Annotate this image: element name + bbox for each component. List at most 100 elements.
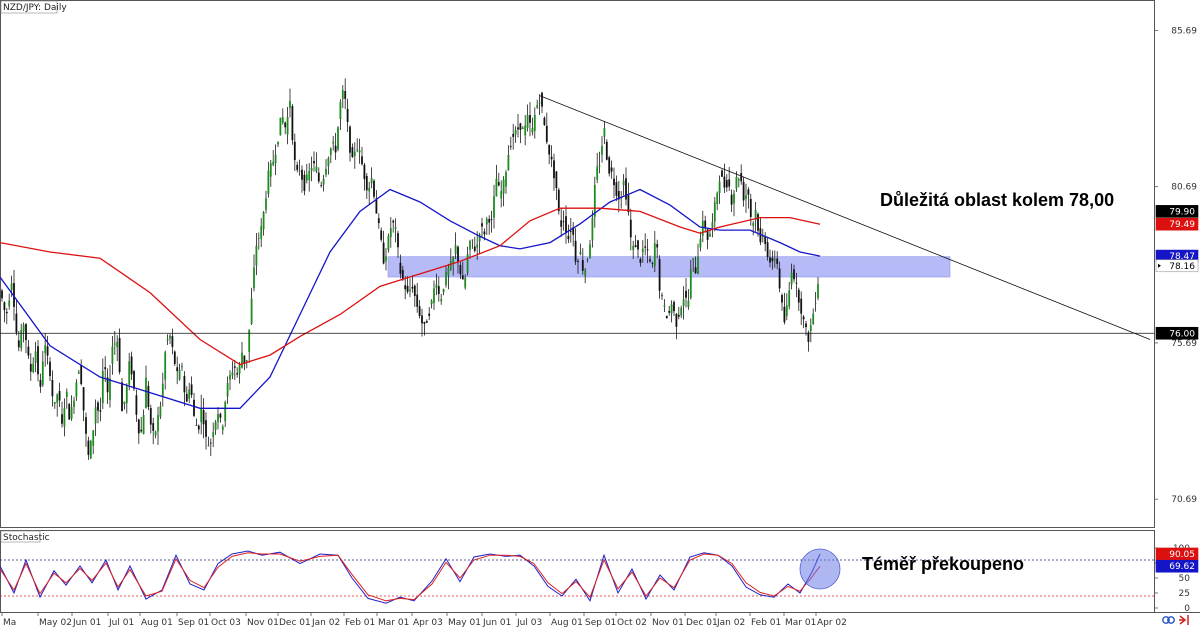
candle — [608, 155, 611, 177]
candle — [291, 104, 294, 145]
candle — [545, 112, 548, 145]
candle — [140, 417, 143, 433]
candle — [145, 365, 147, 409]
candle — [358, 138, 361, 164]
candle — [320, 181, 323, 188]
candle — [560, 207, 563, 237]
candle — [781, 293, 783, 311]
candle — [617, 181, 620, 213]
candle — [92, 429, 95, 455]
candle — [538, 94, 541, 115]
candle — [776, 251, 779, 270]
main-chart-title: NZD/JPY: Daily — [3, 3, 67, 13]
candle — [682, 286, 685, 320]
candle — [651, 261, 654, 268]
candle — [730, 189, 733, 212]
time-tick-label: Sep 01 — [585, 618, 616, 628]
candle — [41, 350, 44, 387]
candle — [649, 255, 651, 263]
candle — [536, 99, 539, 109]
candle — [260, 218, 263, 248]
candle — [176, 356, 179, 385]
candle — [425, 319, 428, 323]
candle — [257, 232, 260, 250]
candle — [557, 187, 560, 215]
candle — [5, 307, 8, 325]
candle — [459, 262, 462, 279]
candle — [20, 323, 23, 352]
candle — [718, 175, 721, 205]
candle — [406, 276, 409, 294]
candle — [817, 277, 819, 301]
candle — [219, 412, 222, 423]
candle — [351, 143, 354, 158]
candle — [137, 418, 140, 444]
candle — [123, 401, 126, 410]
candle — [399, 254, 402, 279]
candle — [553, 153, 555, 191]
candle — [125, 383, 128, 414]
candle — [517, 114, 519, 138]
overbought-annotation: Téměř překoupeno — [862, 554, 1024, 574]
candle — [80, 359, 83, 386]
candle — [82, 387, 85, 422]
candle — [495, 164, 498, 197]
link-icon[interactable] — [1162, 616, 1175, 624]
candle — [692, 258, 695, 272]
candle — [433, 280, 435, 310]
candle — [555, 171, 558, 201]
candle — [315, 152, 318, 174]
price-tick-label: 70.69 — [1171, 495, 1197, 505]
candle — [591, 210, 594, 248]
candle — [29, 353, 32, 381]
candle — [416, 282, 419, 313]
candle — [212, 422, 215, 447]
candle — [373, 179, 375, 200]
scroll-to-end-icon[interactable] — [1179, 615, 1189, 625]
candle — [735, 171, 738, 192]
candle — [221, 424, 224, 435]
candle — [401, 265, 404, 281]
candle — [694, 256, 697, 274]
candle — [658, 255, 661, 299]
candle — [296, 161, 299, 173]
candle — [778, 261, 781, 293]
candle — [17, 330, 20, 352]
candle — [363, 162, 366, 191]
candle — [135, 389, 138, 422]
candle — [526, 104, 529, 132]
candle — [89, 439, 92, 460]
time-tick-label: Sep 01 — [178, 618, 209, 628]
candle — [380, 227, 383, 242]
candle — [178, 363, 181, 381]
candle — [689, 260, 692, 300]
candle — [368, 181, 371, 204]
time-tick-label: May 02 — [39, 618, 72, 628]
candle — [687, 289, 690, 310]
candle — [497, 172, 500, 187]
candle — [142, 409, 145, 435]
candle — [550, 145, 553, 168]
candle — [581, 248, 584, 275]
stochastic-layer — [0, 548, 1154, 604]
candle — [118, 328, 121, 375]
moving-average-red-line — [0, 207, 821, 366]
candle — [197, 424, 200, 434]
candle — [605, 139, 608, 161]
candle — [37, 340, 39, 382]
candle — [68, 402, 71, 420]
candle — [51, 370, 54, 407]
time-tick-label: Jul 03 — [516, 618, 542, 628]
candle — [387, 233, 390, 253]
candle — [188, 382, 191, 404]
candle — [795, 272, 798, 298]
candle — [653, 231, 656, 273]
svg-text:78.16: 78.16 — [1169, 262, 1195, 272]
candle — [442, 288, 445, 296]
stochastic-title-box — [0, 530, 41, 543]
candle — [632, 240, 635, 259]
candle — [543, 116, 546, 126]
svg-text:79.90: 79.90 — [1169, 207, 1195, 217]
candle — [298, 159, 301, 176]
